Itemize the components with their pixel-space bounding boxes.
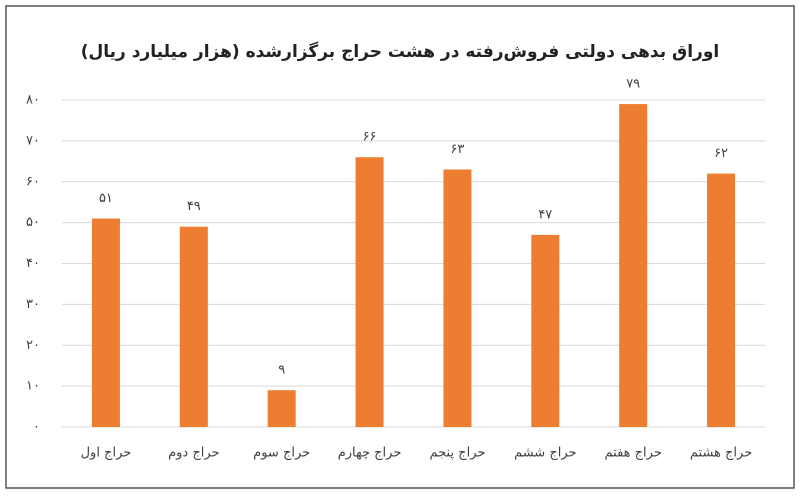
- y-tick-label: ۸۰: [26, 93, 40, 108]
- value-label: ۷۹: [626, 77, 640, 92]
- y-tick-label: ۰: [33, 420, 40, 435]
- x-tick-label: حراج هشتم: [690, 446, 752, 461]
- y-tick-label: ۲۰: [26, 338, 40, 353]
- x-tick-label: حراج ششم: [514, 446, 577, 461]
- value-label: ۴۹: [187, 199, 201, 214]
- y-tick-label: ۶۰: [26, 174, 40, 189]
- bar: [531, 234, 560, 427]
- value-label: ۶۶: [363, 130, 377, 145]
- x-tick-label: حراج چهارم: [338, 446, 402, 461]
- value-label: ۶۲: [714, 146, 728, 161]
- bar: [267, 390, 296, 427]
- y-tick-label: ۷۰: [26, 133, 40, 148]
- value-label: ۵۱: [99, 191, 113, 206]
- bar: [707, 173, 736, 427]
- chart-frame: [5, 5, 795, 489]
- value-label: ۴۷: [538, 207, 552, 222]
- x-tick-label: حراج هفتم: [605, 446, 662, 461]
- bar: [443, 169, 472, 428]
- bar: [91, 218, 120, 427]
- x-tick-label: حراج اول: [81, 446, 132, 461]
- y-tick-label: ۱۰: [26, 379, 40, 394]
- chart-title: اوراق بدهی دولتی فروش‌رفته در هشت حراج ب…: [81, 41, 719, 62]
- y-tick-label: ۵۰: [26, 215, 40, 230]
- x-tick-label: حراج پنجم: [429, 446, 485, 461]
- y-tick-label: ۳۰: [26, 297, 40, 312]
- bar: [355, 157, 384, 427]
- value-label: ۶۳: [450, 142, 464, 157]
- x-tick-label: حراج سوم: [253, 446, 310, 461]
- bar: [619, 104, 648, 428]
- y-tick-label: ۴۰: [26, 256, 40, 271]
- value-label: ۹: [278, 363, 285, 378]
- bar: [179, 226, 208, 427]
- x-tick-label: حراج دوم: [168, 446, 219, 461]
